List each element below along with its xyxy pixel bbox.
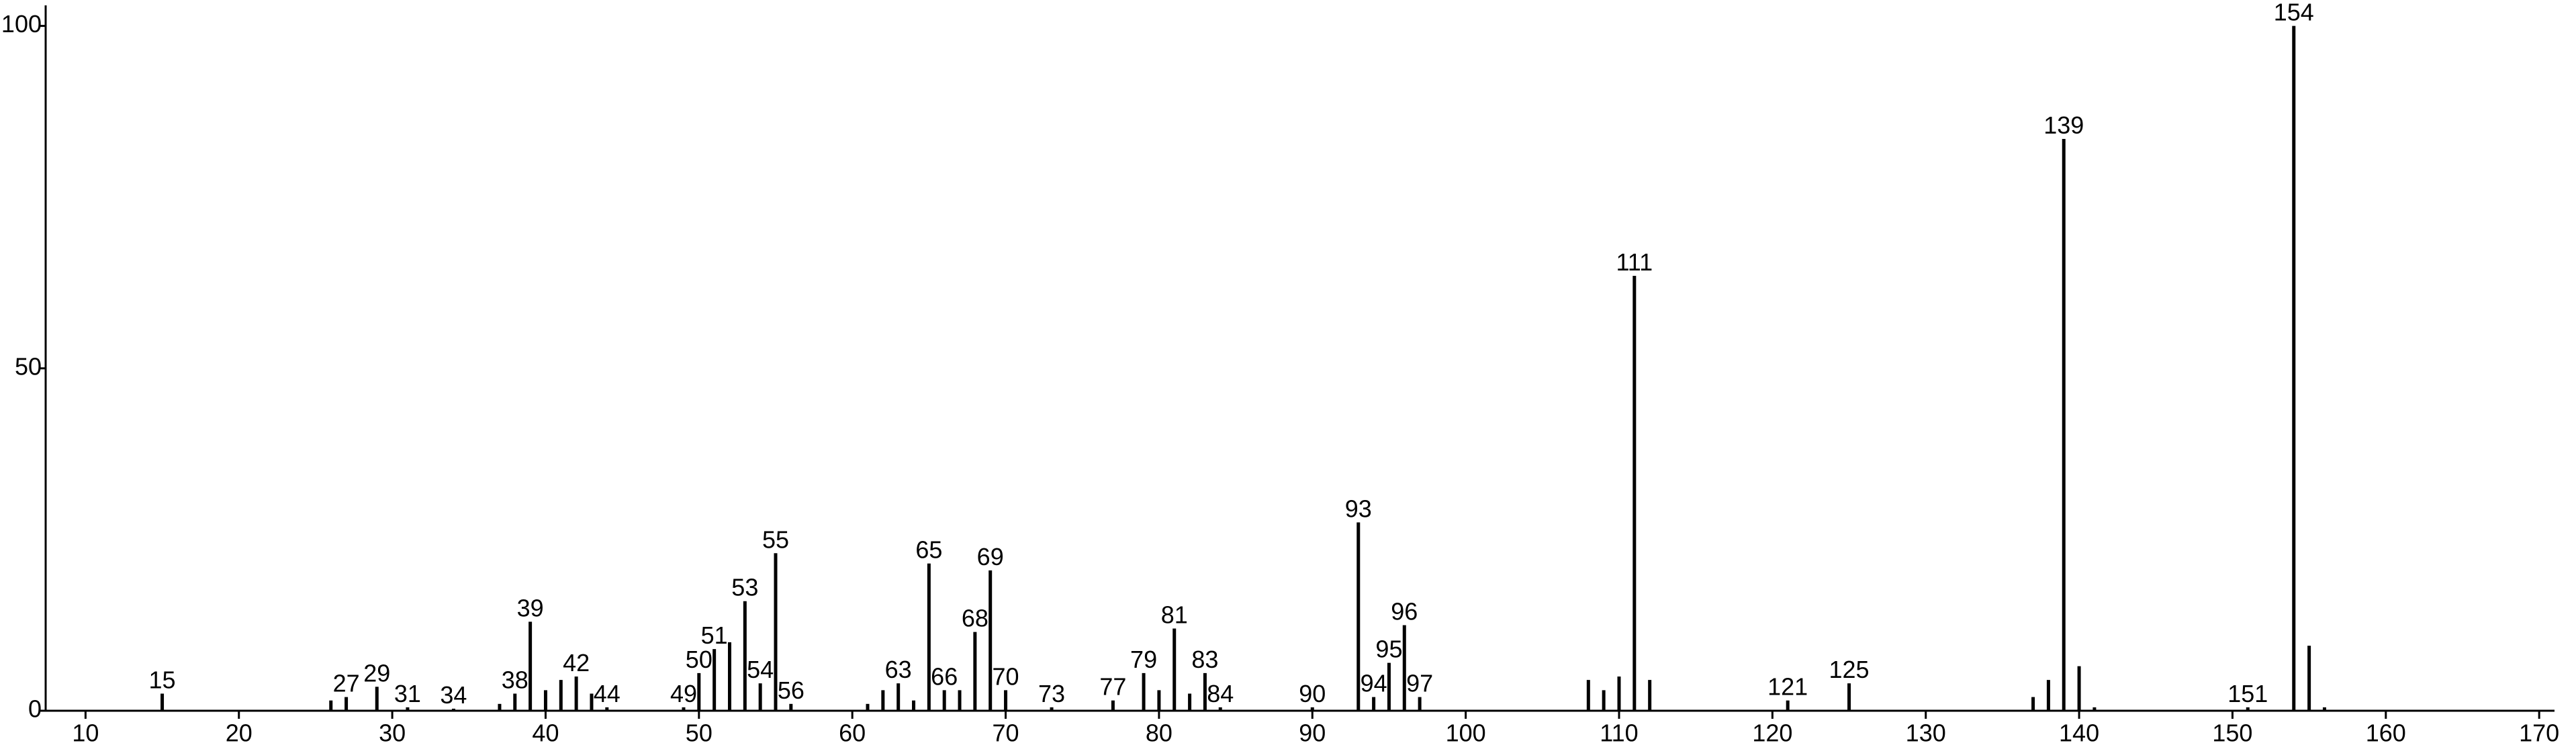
x-tick-label: 50	[686, 719, 712, 747]
peak-label: 44	[594, 680, 620, 707]
x-tick-label: 160	[2366, 719, 2406, 747]
peak-label: 54	[747, 656, 774, 683]
peak-label: 125	[1829, 656, 1869, 683]
peak-label: 81	[1161, 601, 1188, 629]
peak-label: 31	[394, 680, 421, 707]
peak-label: 73	[1038, 680, 1065, 707]
x-tick-label: 140	[2059, 719, 2099, 747]
x-tick-label: 130	[1906, 719, 1946, 747]
y-tick-label: 100	[1, 10, 42, 38]
x-tick-label: 40	[532, 719, 559, 747]
x-tick-label: 90	[1299, 719, 1326, 747]
peak-label: 70	[993, 662, 1019, 690]
peak-label: 65	[915, 536, 942, 564]
peak-label: 63	[885, 656, 912, 683]
peak-label: 15	[149, 666, 176, 693]
peak-label: 79	[1130, 646, 1157, 673]
peak-label: 154	[2274, 0, 2314, 26]
peak-label: 84	[1207, 680, 1234, 707]
peak-label: 111	[1616, 248, 1653, 276]
peak-label: 34	[440, 681, 467, 709]
peak-label: 51	[701, 621, 728, 649]
peak-label: 68	[962, 605, 988, 632]
peak-label: 121	[1767, 673, 1808, 701]
peak-label: 151	[2227, 680, 2268, 707]
peak-label: 29	[363, 659, 390, 687]
peak-label: 49	[670, 680, 697, 707]
x-tick-label: 100	[1446, 719, 1486, 747]
x-tick-label: 10	[72, 719, 99, 747]
peak-label: 56	[778, 677, 804, 704]
y-tick-label: 50	[15, 352, 42, 380]
peak-label: 69	[977, 543, 1004, 570]
x-tick-label: 70	[993, 719, 1019, 747]
peak-label: 42	[563, 649, 590, 677]
peak-label: 77	[1099, 673, 1126, 701]
x-tick-label: 20	[226, 719, 252, 747]
x-tick-label: 60	[839, 719, 866, 747]
x-tick-label: 170	[2519, 719, 2559, 747]
peak-label: 95	[1375, 636, 1402, 663]
peak-label: 83	[1191, 646, 1218, 673]
peak-label: 38	[502, 666, 528, 693]
peak-label: 90	[1299, 680, 1326, 707]
peak-label: 66	[931, 662, 958, 690]
peak-label: 97	[1406, 670, 1433, 697]
x-tick-label: 110	[1600, 719, 1638, 747]
peak-label: 39	[517, 594, 544, 621]
peak-label: 96	[1391, 597, 1418, 625]
peak-label: 53	[731, 574, 758, 601]
peak-label: 94	[1361, 670, 1387, 697]
x-tick-label: 150	[2212, 719, 2252, 747]
peak-label: 27	[333, 670, 360, 697]
x-tick-label: 80	[1146, 719, 1172, 747]
y-tick-label: 0	[28, 695, 42, 723]
x-tick-label: 120	[1752, 719, 1792, 747]
peak-label: 50	[686, 646, 712, 673]
peak-label: 139	[2043, 111, 2084, 139]
x-tick-label: 30	[379, 719, 406, 747]
peak-label: 93	[1345, 495, 1372, 522]
peak-label: 55	[762, 526, 789, 553]
